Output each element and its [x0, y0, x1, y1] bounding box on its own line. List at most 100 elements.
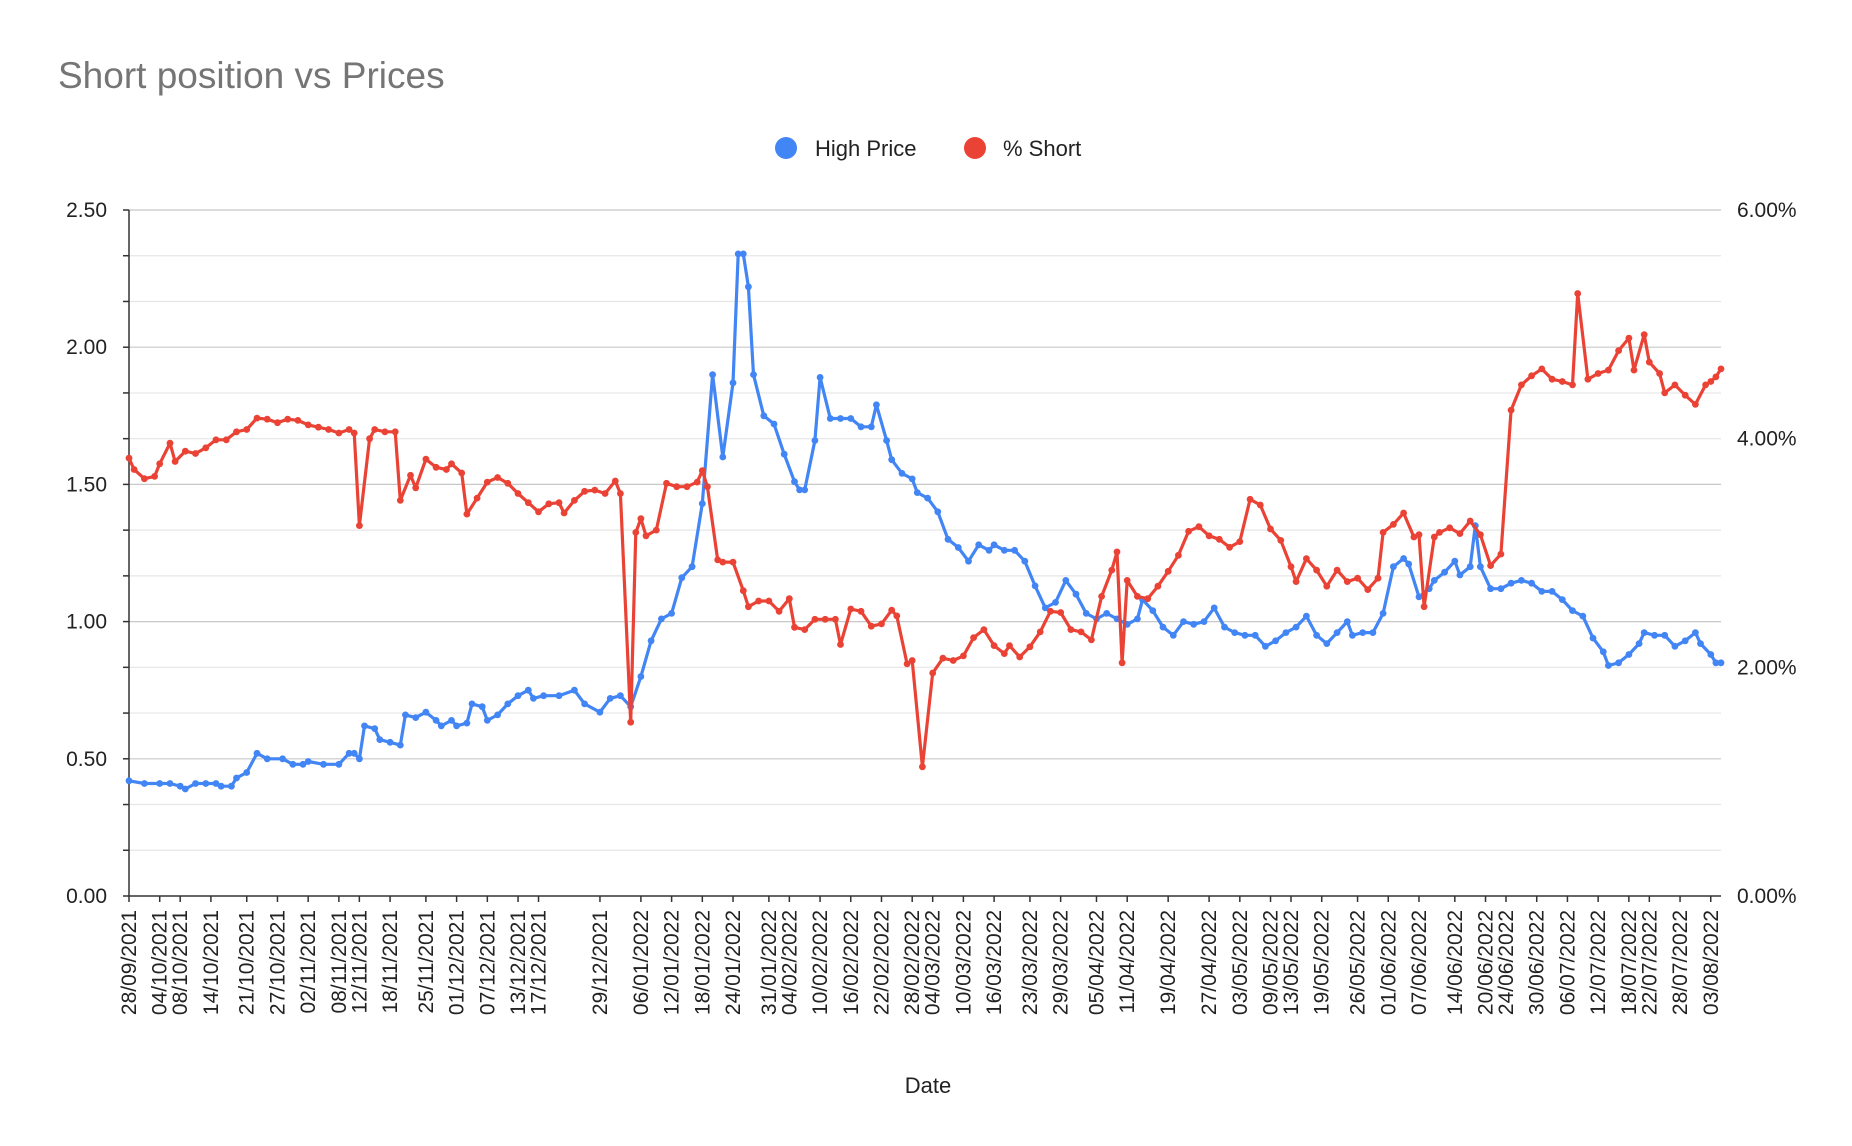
x-tick-label: 08/11/2021 — [328, 910, 351, 1014]
series-line — [127, 252, 1723, 791]
data-point — [1323, 582, 1331, 590]
legend-marker-high-price — [775, 137, 797, 159]
data-point — [192, 450, 199, 457]
x-tick-label: 24/06/2022 — [1495, 910, 1518, 1015]
data-point — [975, 541, 983, 549]
data-point — [371, 426, 379, 433]
data-point — [422, 455, 430, 463]
data-point — [745, 603, 752, 611]
data-point — [514, 692, 522, 700]
data-point — [1400, 555, 1407, 562]
data-point — [437, 722, 445, 730]
data-point — [755, 597, 762, 605]
data-point — [1651, 631, 1658, 639]
x-tick-label: 06/07/2022 — [1556, 910, 1579, 1015]
right-axis-ticks: 0.00% 2.00% 4.00% 6.00% — [1737, 199, 1797, 908]
data-point — [1712, 373, 1720, 381]
data-point — [888, 456, 896, 464]
data-point — [202, 444, 210, 452]
data-point — [1558, 378, 1566, 385]
data-point — [1000, 650, 1008, 657]
data-point — [1113, 548, 1121, 556]
data-point — [698, 467, 706, 475]
x-tick-label: 07/12/2021 — [476, 910, 499, 1015]
x-tick-label: 01/06/2022 — [1377, 910, 1400, 1015]
data-point — [683, 483, 691, 491]
data-point — [1594, 370, 1602, 377]
right-tick-label: 0.00% — [1737, 885, 1797, 908]
x-tick-label: 23/03/2022 — [1019, 910, 1042, 1015]
x-tick-label: 21/10/2021 — [236, 910, 259, 1015]
data-point — [970, 634, 977, 641]
data-point — [1313, 631, 1320, 639]
data-point — [1625, 334, 1633, 342]
data-point — [545, 500, 553, 508]
data-point — [801, 486, 809, 494]
left-tick-label: 1.00 — [66, 611, 107, 634]
data-point — [156, 460, 164, 468]
data-point — [944, 535, 952, 543]
data-point — [335, 760, 343, 768]
legend-label-short: % Short — [1003, 136, 1081, 161]
data-point — [1692, 401, 1699, 408]
data-point — [1661, 631, 1669, 639]
data-point — [1149, 607, 1157, 614]
data-point — [990, 541, 998, 549]
data-point — [468, 700, 476, 708]
data-point — [1579, 612, 1587, 620]
data-point — [524, 499, 532, 507]
data-point — [1671, 642, 1679, 650]
data-point — [1303, 612, 1310, 620]
data-point — [530, 695, 537, 702]
data-point — [524, 686, 532, 694]
data-point — [1256, 501, 1264, 509]
x-tick-label: 12/01/2022 — [661, 910, 684, 1015]
data-point — [1041, 604, 1049, 612]
data-point — [514, 490, 522, 497]
data-point — [571, 686, 578, 694]
data-point — [775, 607, 783, 615]
data-point — [422, 708, 430, 716]
data-point — [1134, 615, 1141, 623]
data-point — [1082, 610, 1090, 617]
x-tick-label: 04/02/2022 — [778, 910, 801, 1015]
data-point — [284, 415, 292, 423]
data-point — [350, 749, 358, 757]
data-point — [1103, 610, 1111, 617]
data-point — [432, 463, 440, 471]
data-point — [1343, 618, 1351, 625]
data-point — [1497, 550, 1505, 558]
data-point — [381, 428, 389, 436]
data-point — [760, 412, 768, 420]
data-point — [1272, 637, 1279, 645]
x-tick-label: 29/03/2022 — [1050, 910, 1073, 1015]
data-point — [320, 760, 327, 768]
data-point — [1420, 603, 1428, 611]
data-point — [867, 622, 875, 630]
data-point — [1661, 389, 1669, 397]
x-tick-label: 06/01/2022 — [630, 910, 653, 1015]
data-point — [1313, 566, 1320, 574]
axes — [123, 209, 1721, 897]
data-point — [908, 475, 916, 483]
data-point — [954, 544, 962, 551]
data-point — [350, 429, 358, 437]
data-point — [1558, 596, 1566, 603]
data-point — [494, 711, 501, 719]
x-tick-label: 13/12/2021 — [507, 910, 530, 1015]
data-point — [407, 471, 414, 479]
data-point — [811, 437, 819, 444]
data-point — [1369, 629, 1377, 636]
data-point — [166, 439, 174, 447]
data-point — [780, 450, 788, 458]
data-point — [837, 641, 844, 648]
x-tick-label: 27/04/2022 — [1198, 910, 1221, 1015]
data-point — [1123, 577, 1131, 584]
data-point — [1702, 381, 1709, 389]
data-point — [734, 250, 742, 258]
data-point — [847, 415, 855, 422]
data-point — [867, 423, 875, 431]
data-point — [448, 717, 455, 724]
data-point — [166, 780, 174, 787]
data-point — [647, 637, 655, 645]
